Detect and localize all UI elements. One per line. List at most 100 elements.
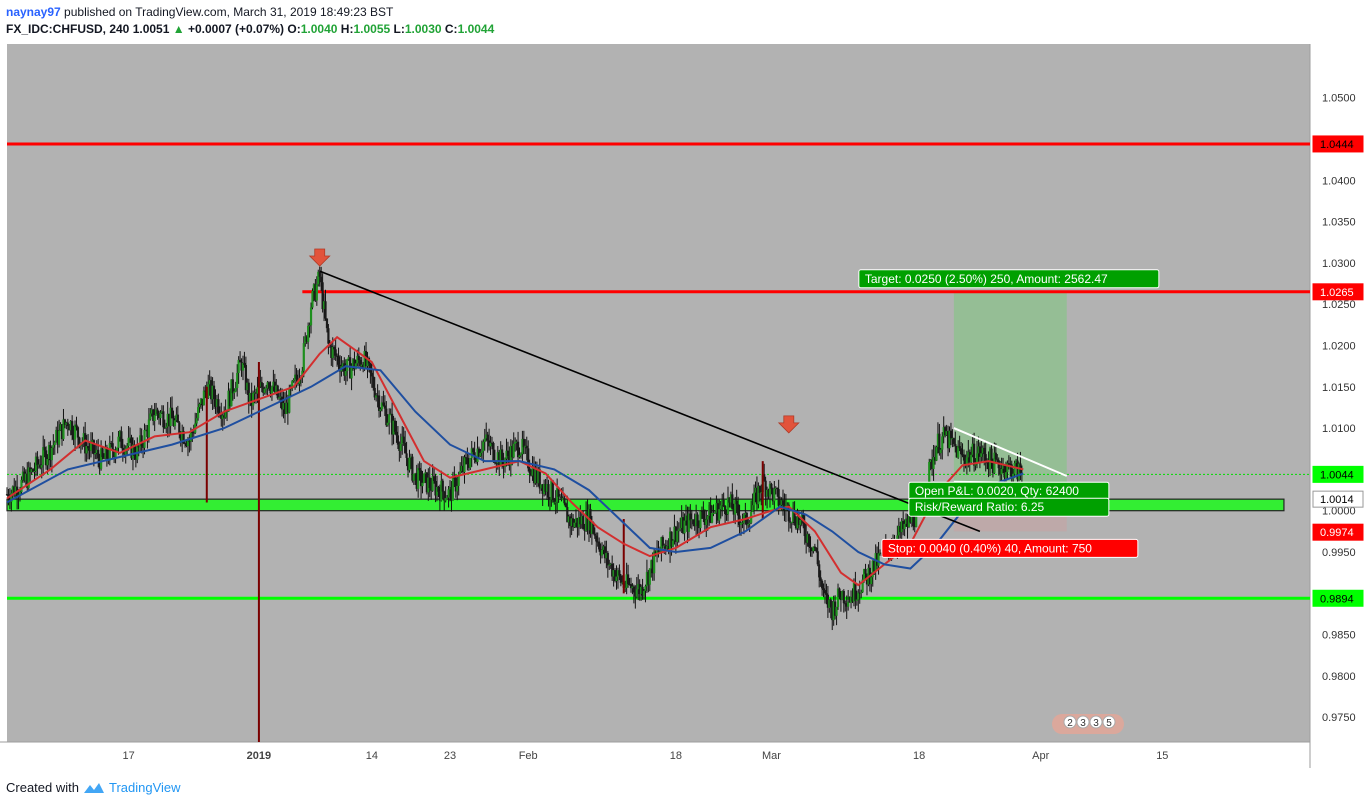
candle-body [141,446,145,448]
candle-body [628,584,631,586]
candle-body [1004,472,1008,478]
candle-body [705,519,708,525]
candle-body [700,510,704,512]
candle-body [721,499,724,506]
target-label-text: Target: 0.0250 (2.50%) 250, Amount: 2562… [865,272,1108,286]
candle-body [231,379,234,394]
badge-circle-1 [1076,715,1090,729]
candle-body [97,449,100,459]
candle-body [337,356,340,365]
candle-body [157,413,161,419]
candle-body [524,445,527,448]
candle-body [991,460,995,474]
candle-body [454,477,457,492]
time-tick-label: 23 [444,750,456,762]
candle-body [858,592,861,594]
candle-body [527,448,530,469]
candle-body [583,529,586,531]
candle-body [605,552,608,559]
candle-body [944,427,947,436]
candle-body [89,443,93,451]
candle-body [632,586,635,593]
candle-body [569,516,572,527]
chart-canvas[interactable]: Target: 0.0250 (2.50%) 250, Amount: 2562… [0,44,1372,769]
candle-body [651,560,654,574]
price-label-text-3: 1.0014 [1320,494,1354,506]
candle-body [680,517,683,529]
candle-body [71,421,74,436]
candle-body [959,448,963,455]
candle-body [453,477,456,479]
candle-body [592,522,595,534]
candle-body [401,436,404,444]
candle-body [1016,460,1019,480]
candle-body [63,419,67,425]
candle-body [611,563,614,577]
candle-body [482,441,485,452]
candle-body [304,336,307,344]
candle-body [188,440,191,442]
candle-body [770,483,773,489]
high-value: 1.0055 [353,22,391,36]
candle-body [874,553,877,572]
candle-body [710,512,714,523]
candle-body [72,435,75,440]
price-label-text-4: 0.9974 [1320,527,1354,539]
candle-body [595,535,598,542]
candle-body [31,469,35,472]
tradingview-logo-icon[interactable] [83,781,105,795]
candle-body [46,459,49,466]
candle-body [20,479,23,493]
candle-body [932,457,935,469]
price-label-text-1: 1.0265 [1320,287,1354,299]
candle-body [49,445,52,461]
candle-body [291,381,294,389]
candle-body [741,522,744,524]
candle-body [1015,460,1018,464]
candle-body [388,414,391,423]
candle-body [728,497,731,503]
candle-body [33,470,36,472]
candle-body [108,443,111,461]
candle-body [663,545,666,547]
candle-body [945,431,948,436]
candle-body [314,284,317,301]
candle-body [464,457,468,459]
candle-body [421,482,424,487]
badge-label-0: 2 [1067,718,1073,729]
candle-body [341,363,344,367]
candle-body [768,483,772,497]
candle-body [792,509,795,523]
candle-body [780,500,783,506]
candle-body [987,462,990,470]
candle-body [330,345,333,358]
badge-circle-2 [1089,715,1103,729]
badge-label-2: 3 [1093,718,1099,729]
candle-body [380,402,384,410]
candle-body [994,452,997,460]
candle-body [85,446,88,454]
candle-body [230,379,233,407]
candle-body [244,364,247,391]
candle-body [548,497,552,500]
candle-body [100,448,103,469]
price-chart[interactable]: Target: 0.0250 (2.50%) 250, Amount: 2562… [0,44,1372,769]
candle-body [315,284,318,301]
time-tick-label: Apr [1032,750,1049,762]
candle-body [207,384,210,398]
candle-body [30,469,33,473]
candle-body [613,570,617,582]
candle-body [195,418,198,424]
author-link[interactable]: naynay97 [6,5,61,19]
tradingview-brand[interactable]: TradingView [108,780,181,795]
candle-body [803,523,806,537]
candle-body [600,549,604,556]
candle-body [280,396,284,410]
candle-body [149,413,152,420]
candle-body [137,446,140,448]
candle-body [457,474,460,486]
candle-body [181,431,184,441]
candle-body [117,436,120,448]
candle-body [849,597,853,603]
candle-body [626,574,630,585]
